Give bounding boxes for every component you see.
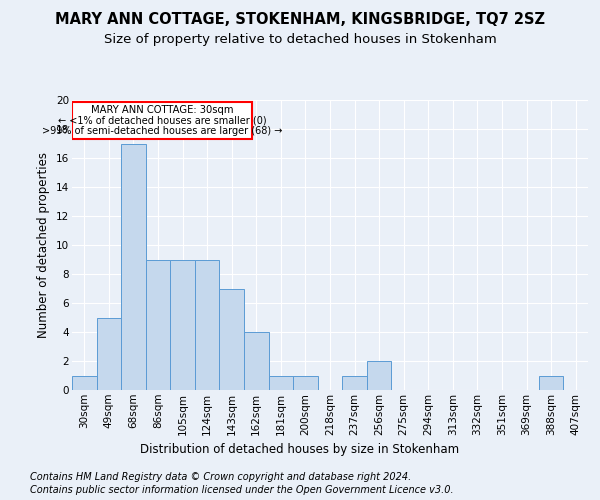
Bar bbox=[244, 332, 269, 390]
Bar bbox=[293, 376, 318, 390]
Bar bbox=[121, 144, 146, 390]
Bar bbox=[220, 288, 244, 390]
Bar bbox=[539, 376, 563, 390]
Text: Contains HM Land Registry data © Crown copyright and database right 2024.: Contains HM Land Registry data © Crown c… bbox=[30, 472, 411, 482]
Text: MARY ANN COTTAGE, STOKENHAM, KINGSBRIDGE, TQ7 2SZ: MARY ANN COTTAGE, STOKENHAM, KINGSBRIDGE… bbox=[55, 12, 545, 28]
Text: Size of property relative to detached houses in Stokenham: Size of property relative to detached ho… bbox=[104, 32, 496, 46]
Bar bbox=[97, 318, 121, 390]
FancyBboxPatch shape bbox=[73, 102, 252, 139]
Text: ← <1% of detached houses are smaller (0): ← <1% of detached houses are smaller (0) bbox=[58, 116, 266, 126]
Bar bbox=[367, 361, 391, 390]
Bar bbox=[195, 260, 220, 390]
Bar bbox=[146, 260, 170, 390]
Y-axis label: Number of detached properties: Number of detached properties bbox=[37, 152, 50, 338]
Text: Distribution of detached houses by size in Stokenham: Distribution of detached houses by size … bbox=[140, 442, 460, 456]
Text: Contains public sector information licensed under the Open Government Licence v3: Contains public sector information licen… bbox=[30, 485, 454, 495]
Bar bbox=[170, 260, 195, 390]
Text: MARY ANN COTTAGE: 30sqm: MARY ANN COTTAGE: 30sqm bbox=[91, 106, 233, 116]
Bar bbox=[72, 376, 97, 390]
Text: >99% of semi-detached houses are larger (68) →: >99% of semi-detached houses are larger … bbox=[42, 126, 283, 136]
Bar bbox=[342, 376, 367, 390]
Bar bbox=[269, 376, 293, 390]
